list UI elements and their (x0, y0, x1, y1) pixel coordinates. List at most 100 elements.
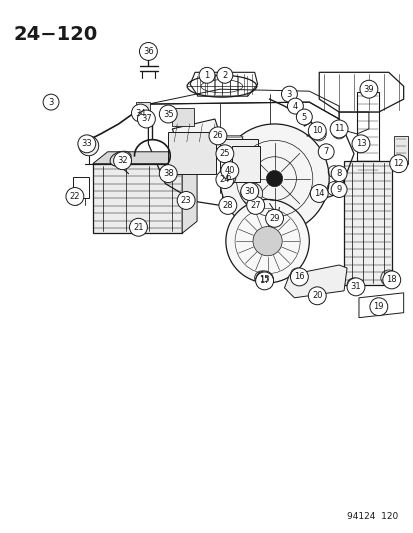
Circle shape (159, 105, 177, 123)
Circle shape (222, 151, 232, 161)
Text: 24: 24 (219, 175, 230, 184)
Bar (247, 190, 265, 204)
Circle shape (287, 98, 303, 114)
Circle shape (310, 184, 328, 203)
Circle shape (290, 268, 308, 286)
Circle shape (330, 166, 346, 182)
Text: 40: 40 (224, 166, 235, 175)
Circle shape (359, 80, 377, 98)
Text: 30: 30 (244, 187, 254, 196)
Text: 12: 12 (392, 159, 403, 168)
Circle shape (248, 190, 254, 197)
Circle shape (252, 227, 282, 256)
Text: 23: 23 (180, 196, 191, 205)
Bar (356, 92, 378, 174)
Circle shape (255, 271, 273, 289)
Circle shape (265, 209, 283, 227)
Text: 6: 6 (225, 173, 230, 182)
Bar (221, 190, 237, 204)
Polygon shape (284, 265, 346, 298)
Text: 35: 35 (163, 109, 173, 118)
Text: 14: 14 (313, 189, 324, 198)
Circle shape (216, 67, 232, 83)
Bar (93, 164, 182, 233)
Circle shape (330, 120, 347, 138)
Circle shape (240, 183, 258, 200)
Text: 26: 26 (212, 131, 223, 140)
Circle shape (382, 271, 400, 289)
Text: 21: 21 (133, 223, 143, 232)
Bar (136, 102, 150, 114)
Circle shape (113, 152, 131, 169)
Bar (73, 176, 88, 198)
Circle shape (225, 199, 309, 283)
Circle shape (255, 272, 273, 290)
Circle shape (216, 171, 233, 189)
Circle shape (296, 109, 311, 125)
Circle shape (131, 104, 149, 122)
Polygon shape (209, 136, 247, 159)
Circle shape (66, 188, 83, 205)
Circle shape (129, 219, 147, 236)
Text: 24−120: 24−120 (13, 25, 97, 44)
Circle shape (159, 165, 177, 183)
Circle shape (219, 124, 328, 233)
Text: 8: 8 (336, 169, 341, 178)
Circle shape (139, 43, 157, 60)
Text: 5: 5 (301, 112, 306, 122)
Text: 9: 9 (336, 185, 341, 194)
Circle shape (351, 135, 369, 153)
Circle shape (308, 122, 325, 140)
Text: 25: 25 (219, 149, 230, 158)
Text: 94124  120: 94124 120 (347, 512, 398, 521)
Bar (393, 136, 407, 164)
Text: 39: 39 (363, 85, 373, 94)
Circle shape (330, 182, 346, 197)
Circle shape (218, 197, 236, 214)
Polygon shape (172, 119, 219, 144)
Circle shape (137, 110, 155, 128)
Polygon shape (182, 152, 197, 233)
Text: 11: 11 (333, 124, 344, 133)
Circle shape (43, 94, 59, 110)
Text: 33: 33 (81, 139, 92, 148)
Bar (343, 161, 391, 285)
Text: 31: 31 (350, 282, 361, 292)
Circle shape (221, 161, 238, 180)
Circle shape (266, 171, 282, 187)
Text: 28: 28 (222, 201, 233, 210)
Circle shape (240, 183, 262, 205)
Circle shape (246, 197, 264, 214)
Circle shape (219, 169, 235, 185)
Circle shape (199, 67, 214, 83)
Text: 4: 4 (292, 102, 297, 110)
Text: 13: 13 (355, 139, 366, 148)
Text: 22: 22 (69, 192, 80, 201)
Text: 37: 37 (141, 115, 152, 124)
Polygon shape (93, 152, 197, 164)
Text: 18: 18 (385, 276, 396, 285)
Text: 2: 2 (222, 71, 227, 80)
Text: 38: 38 (162, 169, 173, 178)
Circle shape (308, 287, 325, 305)
Text: 7: 7 (323, 147, 328, 156)
Text: 1: 1 (204, 71, 209, 80)
Circle shape (318, 144, 333, 160)
Text: 32: 32 (117, 156, 128, 165)
Text: 20: 20 (311, 292, 322, 300)
Bar (231, 146, 259, 182)
Text: 17: 17 (259, 277, 269, 285)
Text: 34: 34 (135, 109, 145, 118)
Circle shape (281, 86, 297, 102)
Circle shape (209, 127, 226, 145)
Circle shape (216, 145, 233, 163)
Text: 15: 15 (259, 276, 269, 285)
Text: 19: 19 (373, 302, 383, 311)
Circle shape (389, 155, 407, 173)
Text: 3: 3 (48, 98, 54, 107)
Text: 27: 27 (250, 201, 260, 210)
Ellipse shape (110, 151, 131, 166)
Bar (172, 108, 194, 126)
Text: 10: 10 (311, 126, 322, 135)
Bar (219, 139, 257, 168)
